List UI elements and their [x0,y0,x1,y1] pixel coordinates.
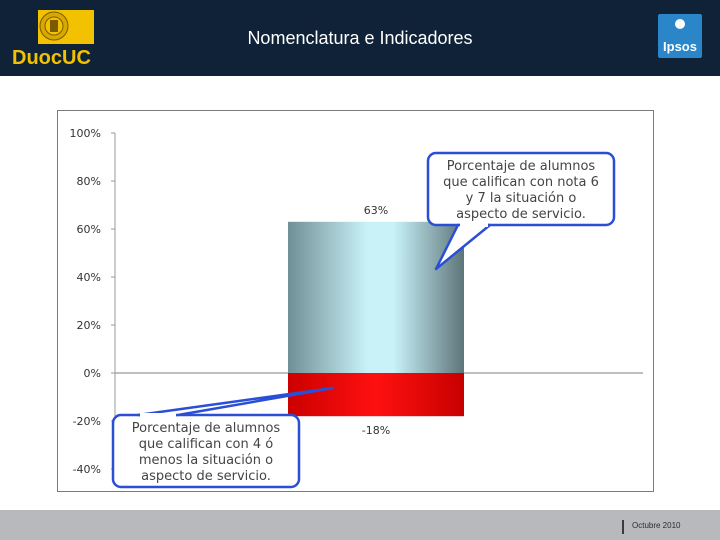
callout-line: que califican con nota 6 [443,175,599,190]
y-tick-label: 20% [77,319,101,332]
callout-line: aspecto de servicio. [141,469,271,484]
footer-date: Octubre 2010 [632,521,681,530]
duocuc-logo: DuocUC [10,10,98,68]
chart-frame: 100% 80% 60% 40% 20% 0% -20% -40% 63% -18% Porce… [57,110,654,492]
data-label-negative: -18% [362,424,390,437]
ipsos-logo-text: Ipsos [663,39,697,54]
y-axis: 100% 80% 60% 40% 20% 0% -20% -40% [70,127,643,476]
bars: 63% -18% [288,204,464,437]
svg-text:DuocUC: DuocUC [12,47,91,68]
callout-line: aspecto de servicio. [456,207,586,222]
callout-seam [140,413,176,418]
callout-line: menos la situación o [139,453,273,468]
bar-chart: 100% 80% 60% 40% 20% 0% -20% -40% 63% -18% Porce… [70,127,643,489]
y-tick-label: 100% [70,127,101,140]
callout-box [426,151,616,227]
callout-box [111,413,301,489]
callout-seam [460,222,488,227]
y-tick-label: 60% [77,223,101,236]
y-tick-label: -20% [73,415,101,428]
header-bar: DuocUC Nomenclatura e Indicadores Ipsos [0,0,720,76]
duocuc-logo-graphic: DuocUC [12,10,94,68]
y-tick-label: 40% [77,271,101,284]
footer-divider [622,520,624,534]
callout-line: Porcentaje de alumnos [132,421,281,436]
callout-line: que califican con 4 ó [139,437,274,452]
y-tick-label: -40% [73,463,101,476]
ipsos-logo: Ipsos [658,14,702,58]
ipsos-logo-head-icon [675,19,685,29]
callout-line: y 7 la situación o [466,191,577,206]
y-tick-label: 80% [77,175,101,188]
footer-bar [0,510,720,540]
callout-line: Porcentaje de alumnos [447,159,596,174]
y-tick-label: 0% [84,367,101,380]
page-title: Nomenclatura e Indicadores [247,28,473,48]
bar-negative [288,373,464,417]
data-label-positive: 63% [364,204,388,217]
bar-positive [288,221,464,373]
